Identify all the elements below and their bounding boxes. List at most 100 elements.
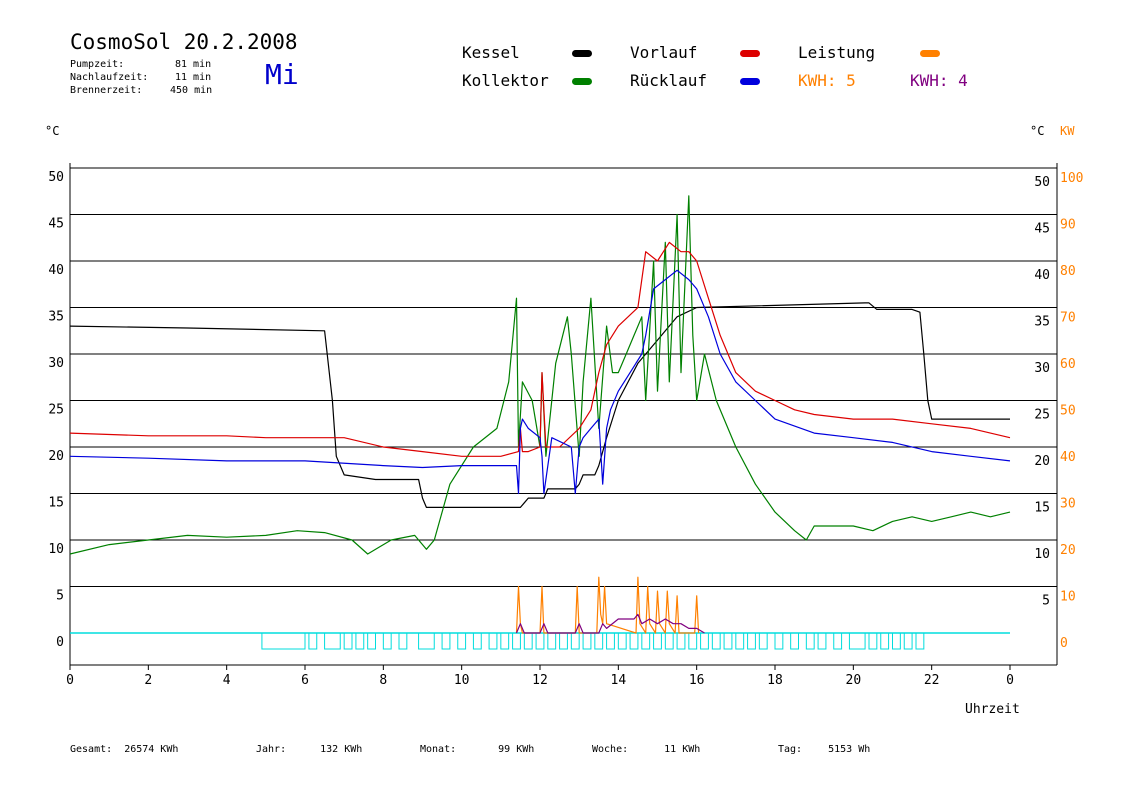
y-tick-right: 25 <box>1034 408 1050 423</box>
footer-tag: Tag: 5153 Wh <box>778 744 870 755</box>
footer-value: 132 KWh <box>320 744 363 755</box>
y-tick-right: 30 <box>1034 361 1050 376</box>
x-tick-label: 14 <box>611 673 627 688</box>
y-tick-right2: 80 <box>1060 264 1076 279</box>
pump-block <box>676 632 686 650</box>
footer-value: 11 KWh <box>664 744 701 755</box>
y-tick-right2: 0 <box>1060 636 1068 651</box>
pump-block <box>711 632 721 650</box>
pump-block <box>488 632 498 650</box>
legend-ruecklauf-swatch <box>740 78 760 85</box>
pump-block <box>735 632 745 650</box>
pump-block <box>790 632 800 650</box>
y-tick-right2: 10 <box>1060 590 1076 605</box>
pump-block <box>261 632 306 650</box>
weekday-label: Mi <box>265 58 299 91</box>
series-line-leistung2 <box>515 613 705 634</box>
legend-leistung-swatch <box>920 50 940 57</box>
info-value: 11 min <box>175 72 212 83</box>
pump-block <box>535 632 545 650</box>
pump-block <box>582 632 592 650</box>
pump-block <box>343 632 353 650</box>
y-tick-left: 10 <box>48 542 64 557</box>
legend-kessel-label: Kessel <box>462 43 520 62</box>
y-tick-left: 20 <box>48 449 64 464</box>
y-tick-right: 35 <box>1034 315 1050 330</box>
pump-block <box>848 632 866 650</box>
pump-block <box>367 632 376 650</box>
info-row-pumpzeit: Pumpzeit: 81 min <box>70 58 211 71</box>
pump-block <box>512 632 521 650</box>
x-tick-label: 12 <box>532 673 548 688</box>
pump-block <box>774 632 784 650</box>
pump-block <box>868 632 878 650</box>
pump-block <box>457 632 467 650</box>
x-tick-label: 4 <box>223 673 231 688</box>
x-tick-label: 18 <box>767 673 783 688</box>
series-line-leistung <box>515 576 700 634</box>
pump-block <box>641 632 651 650</box>
footer-gesamt: Gesamt: 26574 KWh <box>70 744 178 755</box>
info-block: Pumpzeit: 81 min Nachlaufzeit: 11 min Br… <box>70 58 212 97</box>
y-tick-right: 40 <box>1034 268 1050 283</box>
y-tick-right: 15 <box>1034 501 1050 516</box>
series-line-rcklauf <box>69 269 1011 495</box>
pump-block <box>570 632 580 650</box>
legend-kwh-purple: KWH: 4 <box>910 71 968 90</box>
footer-woche: Woche: 11 KWh <box>592 744 700 755</box>
pump-block <box>559 632 568 650</box>
pump-block <box>880 632 890 650</box>
y-tick-left: 40 <box>48 263 64 278</box>
info-row-brennerzeit: Brennerzeit: 450 min <box>70 84 212 97</box>
y-tick-right2: 20 <box>1060 543 1076 558</box>
footer-monat: Monat: 99 KWh <box>420 744 534 755</box>
x-tick-label: 2 <box>144 673 152 688</box>
pump-block <box>324 632 341 650</box>
pump-block <box>398 632 408 650</box>
series-line-kollektor <box>69 195 1011 555</box>
info-label: Nachlaufzeit: <box>70 72 149 83</box>
x-axis-label: Uhrzeit <box>965 702 1020 717</box>
pump-block <box>418 632 435 650</box>
y-tick-left: 35 <box>48 310 64 325</box>
pump-block <box>523 632 533 650</box>
y-left-unit: °C <box>45 124 60 138</box>
y-right2-unit: KW <box>1060 124 1075 138</box>
y-tick-left: 25 <box>48 403 64 418</box>
pump-block <box>747 632 756 650</box>
info-label: Pumpzeit: <box>70 59 125 70</box>
pump-block <box>758 632 768 650</box>
y-tick-left: 0 <box>56 635 64 650</box>
y-tick-right2: 70 <box>1060 311 1076 326</box>
footer-label: Jahr: <box>256 744 287 755</box>
x-tick-label: 0 <box>66 673 74 688</box>
y-tick-right2: 90 <box>1060 218 1076 233</box>
info-row-nachlaufzeit: Nachlaufzeit: 11 min <box>70 71 211 84</box>
y-tick-right2: 60 <box>1060 357 1076 372</box>
pump-block <box>892 632 901 650</box>
y-tick-right2: 100 <box>1060 171 1083 186</box>
pump-block <box>817 632 827 650</box>
x-tick-label: 16 <box>689 673 705 688</box>
x-tick-label: 0 <box>1006 673 1014 688</box>
y-tick-left: 15 <box>48 496 64 511</box>
pump-block <box>472 632 482 650</box>
pump-block <box>903 632 913 650</box>
legend-ruecklauf-label: Rücklauf <box>630 71 708 90</box>
y-tick-right: 10 <box>1034 547 1050 562</box>
y-tick-right: 50 <box>1034 175 1050 190</box>
pump-block <box>805 632 815 650</box>
footer-value: 26574 KWh <box>124 744 179 755</box>
pump-block <box>547 632 557 650</box>
footer-jahr: Jahr: 132 KWh <box>256 744 362 755</box>
x-tick-label: 10 <box>454 673 470 688</box>
pump-block <box>688 632 698 650</box>
pump-block <box>653 632 662 650</box>
y-tick-right2: 40 <box>1060 450 1076 465</box>
footer-value: 99 KWh <box>498 744 535 755</box>
pump-block <box>700 632 709 650</box>
footer-label: Tag: <box>778 744 803 755</box>
y-right-unit: °C <box>1030 124 1045 138</box>
x-tick-label: 8 <box>379 673 387 688</box>
